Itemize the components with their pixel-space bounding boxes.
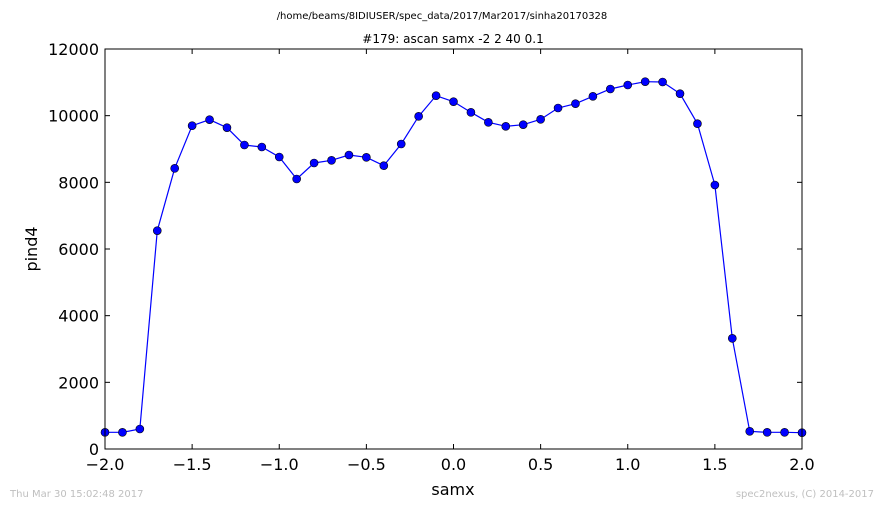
footer-timestamp: Thu Mar 30 15:02:48 2017 (10, 489, 144, 500)
data-point (222, 123, 232, 132)
x-tick-label: −1.5 (173, 455, 212, 474)
data-point (187, 121, 197, 130)
data-point (327, 156, 336, 165)
data-point (292, 174, 301, 184)
data-point (693, 119, 702, 128)
data-point (623, 80, 633, 90)
data-point (449, 97, 458, 106)
data-point (309, 158, 319, 168)
data-point (240, 140, 249, 150)
data-point (571, 99, 580, 108)
data-point (518, 120, 528, 129)
data-point (344, 150, 354, 160)
y-tick-label: 12000 (48, 40, 99, 59)
data-point (431, 91, 441, 100)
data-point (640, 77, 650, 86)
data-point (536, 115, 545, 124)
x-tick-label: 0.5 (528, 455, 553, 474)
y-axis: 0 2000 4000 6000 8000 10000 12000 (48, 40, 802, 459)
x-tick-label: −2.0 (86, 455, 125, 474)
data-point (606, 84, 615, 94)
plot-area (100, 77, 807, 437)
data-point (362, 153, 371, 162)
y-axis-label: pind4 (22, 226, 41, 271)
data-point (396, 139, 406, 149)
y-tick-label: 0 (89, 440, 99, 459)
y-tick-label: 2000 (58, 373, 99, 392)
data-point (274, 152, 284, 162)
series-line (105, 81, 803, 434)
x-tick-label: −0.5 (347, 455, 386, 474)
data-point (152, 226, 162, 235)
data-point (745, 427, 755, 436)
data-point (466, 108, 476, 117)
data-point (135, 424, 145, 434)
data-point (118, 428, 127, 437)
chart-title: #179: ascan samx -2 2 40 0.1 (362, 32, 543, 46)
chart-suptitle: /home/beams/8IDIUSER/spec_data/2017/Mar2… (277, 11, 608, 22)
data-point (484, 118, 493, 127)
data-point (675, 89, 685, 98)
data-point (414, 112, 423, 121)
x-tick-label: 1.5 (702, 455, 727, 474)
y-tick-label: 10000 (48, 107, 99, 126)
y-tick-label: 4000 (58, 307, 99, 326)
data-point (501, 122, 511, 131)
x-tick-label: 1.0 (615, 455, 640, 474)
data-point (170, 164, 179, 173)
x-axis: −2.0 −1.5 −1.0 −0.5 0.0 0.5 1.0 1.5 2.0 (86, 49, 815, 474)
data-point (205, 115, 214, 124)
footer-credit: spec2nexus, (C) 2014-2017 (735, 489, 874, 500)
x-tick-label: −1.0 (260, 455, 299, 474)
data-point (727, 334, 737, 343)
data-point (379, 161, 389, 170)
data-point (780, 428, 789, 437)
y-tick-label: 8000 (58, 173, 99, 192)
data-point (710, 180, 720, 190)
data-point (658, 77, 667, 87)
data-point (553, 103, 563, 113)
plot-frame (104, 48, 803, 450)
data-point (257, 142, 267, 152)
x-tick-label: 2.0 (789, 455, 814, 474)
data-point (762, 428, 772, 437)
x-tick-label: 0.0 (441, 455, 466, 474)
x-axis-label: samx (431, 480, 474, 499)
y-tick-label: 6000 (58, 240, 99, 259)
data-point (588, 92, 598, 101)
